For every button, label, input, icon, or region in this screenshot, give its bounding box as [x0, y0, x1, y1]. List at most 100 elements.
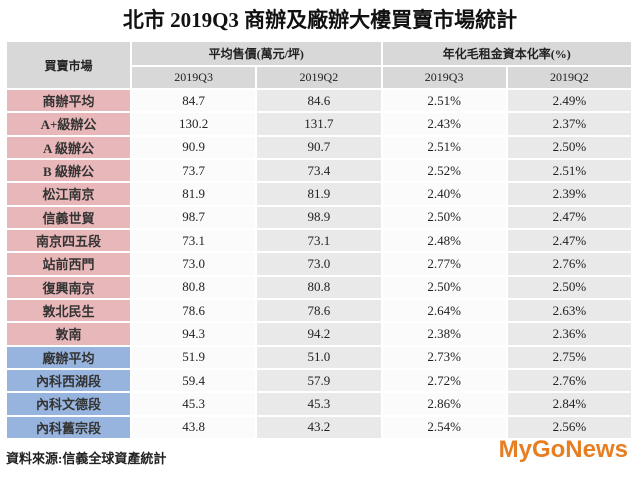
table-row: 南京四五段 73.1 73.1 2.48% 2.47% — [5, 227, 634, 254]
row-label: 廠辦平均 — [5, 344, 132, 370]
cell: 2.86% — [380, 391, 508, 417]
row-label: 內科西湖段 — [5, 367, 132, 394]
table-row: 敦南 94.3 94.2 2.38% 2.36% — [5, 321, 634, 347]
cell: 51.0 — [255, 344, 383, 370]
cell: 2.47% — [505, 204, 634, 230]
cell: 43.2 — [255, 414, 383, 441]
cell: 94.2 — [255, 321, 383, 347]
cell: 2.76% — [505, 367, 634, 394]
sub-header: 2019Q3 — [380, 65, 508, 90]
row-label: 內科文德段 — [5, 391, 132, 417]
cell: 2.40% — [380, 181, 508, 207]
cell: 84.6 — [255, 87, 383, 114]
table-row: 信義世貿 98.7 98.9 2.50% 2.47% — [5, 204, 634, 230]
cell: 98.7 — [129, 204, 258, 230]
cell: 2.50% — [380, 204, 508, 230]
cell: 2.64% — [380, 297, 508, 324]
table-row: A 級辦公 90.9 90.7 2.51% 2.50% — [5, 134, 634, 160]
row-label: 信義世貿 — [5, 204, 132, 230]
cell: 59.4 — [129, 367, 258, 394]
cell: 78.6 — [129, 297, 258, 324]
cell: 84.7 — [129, 87, 258, 114]
cell: 2.47% — [505, 227, 634, 254]
cell: 2.63% — [505, 297, 634, 324]
cell: 2.77% — [380, 251, 508, 277]
cell: 73.7 — [129, 157, 258, 184]
cell: 45.3 — [255, 391, 383, 417]
cell: 2.52% — [380, 157, 508, 184]
logo: MyGoNews — [498, 436, 628, 463]
cell: 94.3 — [129, 321, 258, 347]
row-label: A+級辦公 — [5, 111, 132, 137]
sub-header: 2019Q3 — [129, 65, 258, 90]
cell: 43.8 — [129, 414, 258, 441]
cell: 2.54% — [380, 414, 508, 441]
title: 北市 2019Q3 商辦及廠辦大樓買賣市場統計 — [122, 8, 518, 32]
table: 買賣市場 平均售價(萬元/坪) 年化毛租金資本化率(%) 2019Q3 2019Q… — [5, 40, 634, 441]
cell: 2.39% — [505, 181, 634, 207]
table-row: 內科西湖段 59.4 57.9 2.72% 2.76% — [5, 367, 634, 394]
cell: 2.38% — [380, 321, 508, 347]
cell: 98.9 — [255, 204, 383, 230]
sub-header: 2019Q2 — [505, 65, 634, 90]
table-row: 內科文德段 45.3 45.3 2.86% 2.84% — [5, 391, 634, 417]
table-row: A+級辦公 130.2 131.7 2.43% 2.37% — [5, 111, 634, 137]
row-label: 內科舊宗段 — [5, 414, 132, 441]
sub-header: 2019Q2 — [255, 65, 383, 90]
row-label: 松江南京 — [5, 181, 132, 207]
cell: 2.72% — [380, 367, 508, 394]
source: 資料來源:信義全球資產統計 — [6, 451, 167, 466]
cell: 2.50% — [505, 274, 634, 300]
cell: 80.8 — [255, 274, 383, 300]
table-row: B 級辦公 73.7 73.4 2.52% 2.51% — [5, 157, 634, 184]
cell: 131.7 — [255, 111, 383, 137]
cell: 2.56% — [505, 414, 634, 441]
cell: 2.75% — [505, 344, 634, 370]
cell: 2.51% — [380, 87, 508, 114]
cell: 2.48% — [380, 227, 508, 254]
table-row: 商辦平均 84.7 84.6 2.51% 2.49% — [5, 87, 634, 114]
row-label: 敦南 — [5, 321, 132, 347]
row-label: 復興南京 — [5, 274, 132, 300]
row-label: A 級辦公 — [5, 134, 132, 160]
cell: 2.51% — [380, 134, 508, 160]
cell: 73.1 — [129, 227, 258, 254]
cell: 2.76% — [505, 251, 634, 277]
cell: 2.43% — [380, 111, 508, 137]
row-label: 南京四五段 — [5, 227, 132, 254]
cell: 130.2 — [129, 111, 258, 137]
cell: 2.37% — [505, 111, 634, 137]
cell: 2.51% — [505, 157, 634, 184]
cell: 73.0 — [255, 251, 383, 277]
row-label: 商辦平均 — [5, 87, 132, 114]
table-row: 敦北民生 78.6 78.6 2.64% 2.63% — [5, 297, 634, 324]
table-row: 站前西門 73.0 73.0 2.77% 2.76% — [5, 251, 634, 277]
row-label: 站前西門 — [5, 251, 132, 277]
header-market: 買賣市場 — [5, 40, 132, 90]
header-price: 平均售價(萬元/坪) — [130, 40, 383, 67]
cell: 78.6 — [255, 297, 383, 324]
cell: 51.9 — [129, 344, 258, 370]
cell: 57.9 — [255, 367, 383, 394]
cell: 2.73% — [380, 344, 508, 370]
cell: 2.49% — [505, 87, 634, 114]
cell: 90.7 — [255, 134, 383, 160]
table-row: 松江南京 81.9 81.9 2.40% 2.39% — [5, 181, 634, 207]
cell: 73.0 — [129, 251, 258, 277]
table-row: 內科舊宗段 43.8 43.2 2.54% 2.56% — [5, 414, 634, 441]
cell: 2.36% — [505, 321, 634, 347]
table-row: 復興南京 80.8 80.8 2.50% 2.50% — [5, 274, 634, 300]
cell: 2.84% — [505, 391, 634, 417]
cell: 80.8 — [129, 274, 258, 300]
row-label: B 級辦公 — [5, 157, 132, 184]
cell: 81.9 — [255, 181, 383, 207]
cell: 73.4 — [255, 157, 383, 184]
cell: 2.50% — [505, 134, 634, 160]
cell: 81.9 — [129, 181, 258, 207]
header-rate: 年化毛租金資本化率(%) — [380, 40, 633, 67]
cell: 2.50% — [380, 274, 508, 300]
table-row: 廠辦平均 51.9 51.0 2.73% 2.75% — [5, 344, 634, 370]
cell: 73.1 — [255, 227, 383, 254]
cell: 45.3 — [129, 391, 258, 417]
